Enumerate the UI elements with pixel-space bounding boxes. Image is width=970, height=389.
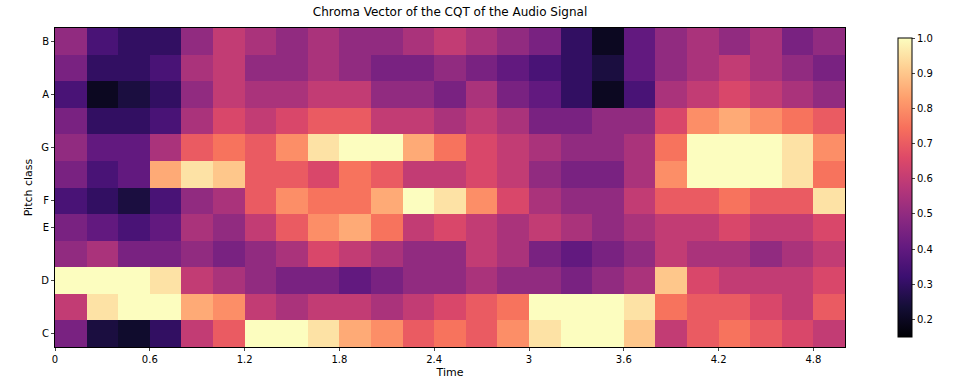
svg-text:1.0: 1.0 bbox=[917, 33, 933, 44]
svg-text:1.2: 1.2 bbox=[237, 354, 253, 365]
svg-text:0.5: 0.5 bbox=[917, 208, 933, 219]
svg-text:0.9: 0.9 bbox=[917, 68, 933, 79]
svg-text:0.6: 0.6 bbox=[917, 173, 933, 184]
svg-text:0: 0 bbox=[52, 354, 58, 365]
svg-text:3: 3 bbox=[526, 354, 532, 365]
svg-text:0.7: 0.7 bbox=[917, 138, 933, 149]
svg-text:0.3: 0.3 bbox=[917, 279, 933, 290]
svg-text:0.4: 0.4 bbox=[917, 244, 933, 255]
svg-text:0.8: 0.8 bbox=[917, 103, 933, 114]
svg-text:E: E bbox=[43, 222, 49, 233]
svg-text:Chroma Vector of the CQT of th: Chroma Vector of the CQT of the Audio Si… bbox=[313, 5, 587, 19]
svg-text:4.8: 4.8 bbox=[805, 354, 821, 365]
svg-text:0.6: 0.6 bbox=[142, 354, 158, 365]
svg-text:1.8: 1.8 bbox=[331, 354, 347, 365]
svg-text:G: G bbox=[41, 142, 49, 153]
svg-text:D: D bbox=[41, 275, 49, 286]
svg-text:2.4: 2.4 bbox=[426, 354, 442, 365]
svg-text:0.2: 0.2 bbox=[917, 314, 933, 325]
svg-text:C: C bbox=[42, 328, 49, 339]
svg-text:4.2: 4.2 bbox=[711, 354, 727, 365]
svg-text:3.6: 3.6 bbox=[616, 354, 632, 365]
svg-text:F: F bbox=[43, 195, 49, 206]
svg-text:A: A bbox=[42, 89, 49, 100]
svg-text:B: B bbox=[42, 36, 49, 47]
svg-text:Pitch class: Pitch class bbox=[22, 158, 35, 216]
svg-text:Time: Time bbox=[436, 366, 464, 379]
